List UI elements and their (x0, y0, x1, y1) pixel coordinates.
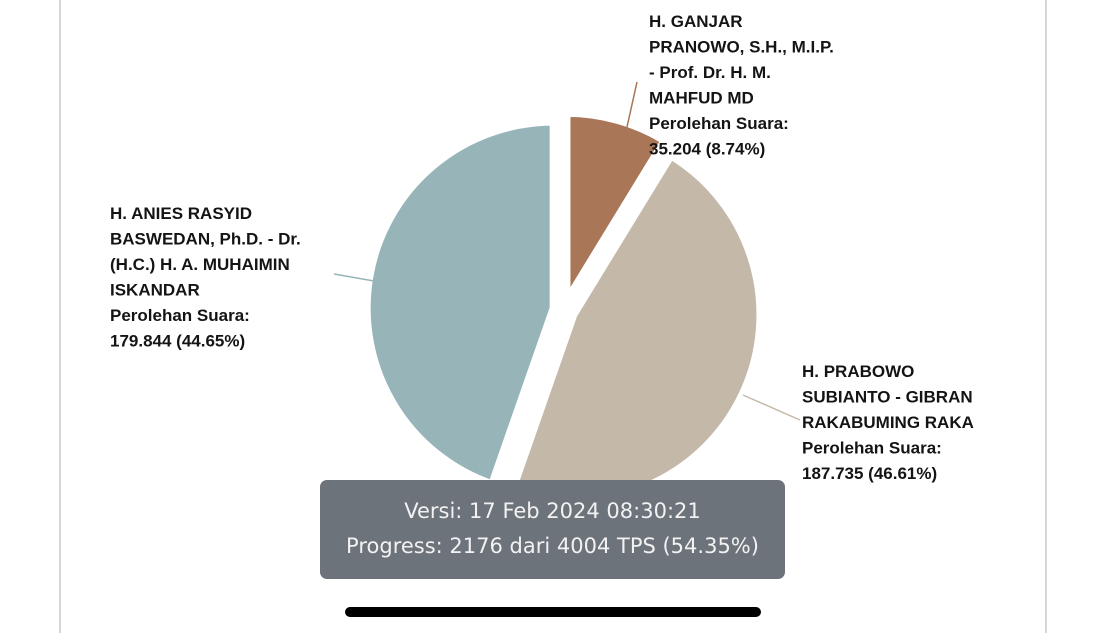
progress-text: Progress: 2176 dari 4004 TPS (54.35%) (346, 534, 759, 558)
slice-label-line: H. ANIES RASYID (110, 204, 252, 223)
home-indicator[interactable] (345, 607, 761, 617)
slice-label-anies: H. ANIES RASYID BASWEDAN, Ph.D. - Dr. (H.C… (110, 204, 301, 351)
left-border (59, 0, 61, 633)
version-text: Versi: 17 Feb 2024 08:30:21 (404, 499, 701, 523)
slice-label-line: MAHFUD MD (649, 89, 754, 108)
slice-label-line: Perolehan Suara: (110, 306, 250, 325)
slice-label-line: BASWEDAN, Ph.D. - Dr. (110, 230, 301, 249)
slice-label-line: H. GANJAR (649, 12, 743, 31)
slice-label-line: 187.735 (46.61%) (802, 464, 937, 483)
slice-label-line: 179.844 (44.65%) (110, 332, 245, 351)
slice-label-line: 35.204 (8.74%) (649, 140, 765, 159)
slice-label-line: H. PRABOWO (802, 362, 914, 381)
right-border (1045, 0, 1047, 633)
slice-label-line: Perolehan Suara: (649, 114, 789, 133)
info-tooltip: Versi: 17 Feb 2024 08:30:21 Progress: 21… (320, 480, 785, 579)
slice-label-ganjar: H. GANJAR PRANOWO, S.H., M.I.P. - Prof. Dr… (649, 12, 834, 159)
slice-label-line: (H.C.) H. A. MUHAIMIN (110, 255, 290, 274)
leader-line-ganjar (624, 81, 638, 137)
slice-label-line: PRANOWO, S.H., M.I.P. (649, 38, 834, 57)
slice-label-line: RAKABUMING RAKA (802, 413, 974, 432)
slice-label-line: ISKANDAR (110, 281, 200, 300)
leader-line-prabowo (742, 394, 801, 421)
slice-label-line: Perolehan Suara: (802, 439, 942, 458)
pie-slice-anies[interactable] (363, 118, 557, 488)
leader-line-anies (333, 273, 375, 282)
pie-slice-ganjar[interactable] (563, 109, 668, 303)
slice-label-line: - Prof. Dr. H. M. (649, 63, 771, 82)
slice-label-line: SUBIANTO - GIBRAN (802, 388, 973, 407)
slice-label-prabowo: H. PRABOWO SUBIANTO - GIBRAN RAKABUMING RA… (802, 362, 974, 483)
